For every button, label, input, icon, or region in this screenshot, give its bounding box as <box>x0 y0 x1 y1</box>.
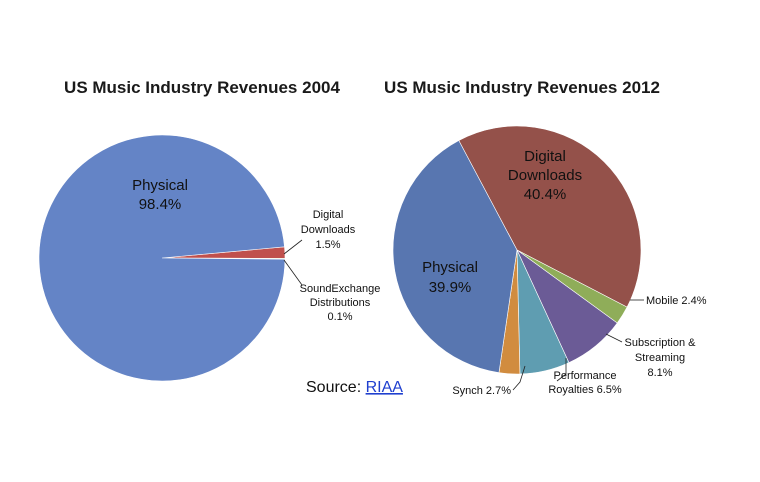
source-riaa-link[interactable]: RIAA <box>366 379 404 396</box>
label-2012-subscription-name-2: Streaming <box>635 352 685 364</box>
label-2004-soundexchange-value: 0.1% <box>327 311 352 323</box>
label-2012-mobile-value: 2.4% <box>681 295 706 307</box>
label-2012-mobile-name: Mobile <box>646 295 678 307</box>
label-2004-digital-name-1: Digital <box>313 209 344 221</box>
label-2012-physical-value: 39.9% <box>429 279 472 296</box>
label-2004-physical-value: 98.4% <box>139 196 182 213</box>
chart-title-2004: US Music Industry Revenues 2004 <box>64 78 340 97</box>
source-prefix: Source: <box>306 379 366 396</box>
label-2012-physical-name: Physical <box>422 259 478 276</box>
label-2012-synch-name: Synch <box>452 385 483 397</box>
label-2012-synch: Synch 2.7% <box>452 385 511 397</box>
pie-2004-slice-physical <box>38 134 286 382</box>
label-2012-performance-name-2: Royalties <box>548 384 594 396</box>
leader-2012-subscription <box>605 333 623 343</box>
label-2012-digital-name-2: Downloads <box>508 167 582 184</box>
pie-2012-slice-physical <box>392 140 518 374</box>
label-2012-performance-name-1: Performance <box>554 370 617 382</box>
leader-lines <box>283 239 644 391</box>
chart-title-2012: US Music Industry Revenues 2012 <box>384 78 660 97</box>
pie-2004 <box>38 134 286 382</box>
label-2004-soundexchange-name-2: Distributions <box>310 297 371 309</box>
leader-2012-performance <box>556 358 567 382</box>
pie-2012-slice-digital-downloads <box>458 125 642 308</box>
label-2012-synch-value: 2.7% <box>486 385 511 397</box>
label-2004-digital-name-2: Downloads <box>301 224 356 236</box>
label-2012-digital-value: 40.4% <box>524 186 567 203</box>
leader-2004-soundexchange <box>283 259 303 286</box>
label-2012-mobile: Mobile 2.4% <box>646 295 707 307</box>
label-2004-digital-value: 1.5% <box>315 239 340 251</box>
label-2012-subscription-value: 8.1% <box>647 367 672 379</box>
pie-2012 <box>392 125 642 375</box>
label-2012-performance-line-2: Royalties 6.5% <box>548 384 622 396</box>
label-2012-subscription-name-1: Subscription & <box>625 337 697 349</box>
leader-2004-digital <box>283 239 303 255</box>
label-2004-soundexchange-name-1: SoundExchange <box>300 283 381 295</box>
leader-2012-synch <box>512 365 526 391</box>
label-2012-performance-value: 6.5% <box>597 384 622 396</box>
label-2012-digital-name-1: Digital <box>524 148 566 165</box>
source-line: Source: RIAA <box>306 379 403 396</box>
label-2004-physical-name: Physical <box>132 177 188 194</box>
